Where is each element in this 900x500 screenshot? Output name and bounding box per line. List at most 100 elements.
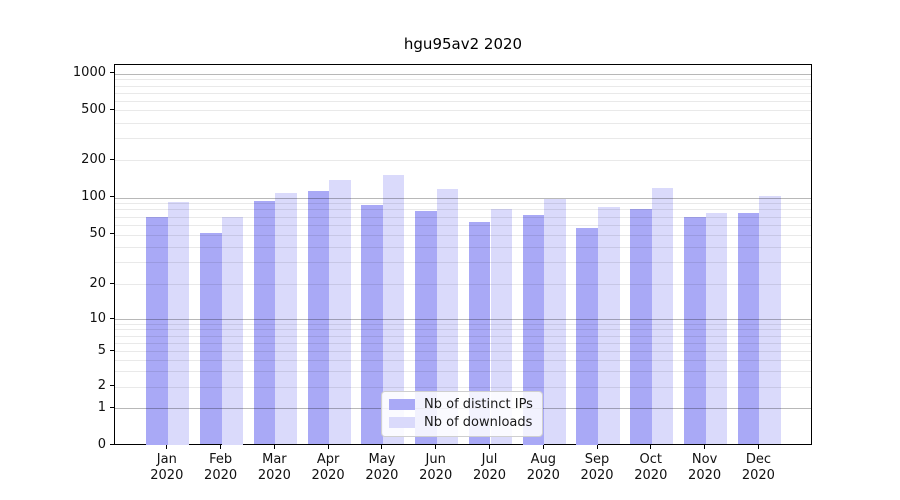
x-tick-label-apr: Apr 2020 xyxy=(300,452,356,483)
bar-distinct-ips-aug xyxy=(522,215,545,445)
gridline-minor-3 xyxy=(115,370,811,372)
bar-downloads-oct xyxy=(651,187,674,445)
gridline-minor-60 xyxy=(115,224,811,226)
x-tick-year: 2020 xyxy=(634,467,668,483)
x-tick-label-feb: Feb 2020 xyxy=(193,452,249,483)
bar-distinct-ips-jun xyxy=(415,210,437,445)
gridline-minor-50 xyxy=(115,234,811,236)
y-tickmark-50 xyxy=(110,233,114,234)
x-tickmark-sep xyxy=(596,444,598,449)
y-tick-label-100: 100 xyxy=(81,189,106,204)
legend-label-downloads: Nb of downloads xyxy=(424,415,533,430)
y-tickmark-2 xyxy=(110,385,114,386)
y-tickmark-5 xyxy=(110,349,114,351)
bar-distinct-ips-jul xyxy=(468,222,491,445)
y-tick-label-1: 1 xyxy=(97,399,106,415)
legend-item-distinct-ips: Nb of distinct IPs xyxy=(389,397,533,412)
bar-distinct-ips-mar xyxy=(253,200,276,445)
x-tick-year: 2020 xyxy=(365,467,399,483)
gridline-minor-500 xyxy=(115,110,811,112)
gridline-major-100 xyxy=(115,197,811,199)
x-tick-year: 2020 xyxy=(472,467,507,483)
gridline-minor-300 xyxy=(115,138,811,140)
x-tickmark-apr xyxy=(327,444,329,449)
x-tick-month: Jan xyxy=(156,452,177,467)
y-tick-label-10: 10 xyxy=(89,310,106,326)
x-tick-year: 2020 xyxy=(419,467,453,483)
x-tick-label-sep: Sep 2020 xyxy=(569,452,625,483)
x-tick-label-jun: Jun 2020 xyxy=(408,452,464,483)
x-tick-year: 2020 xyxy=(688,467,722,483)
y-tickmark-500 xyxy=(110,108,114,110)
gridline-minor-900 xyxy=(115,79,811,81)
bar-downloads-apr xyxy=(329,179,351,445)
x-tickmark-dec xyxy=(757,444,759,449)
gridline-minor-2 xyxy=(115,386,811,388)
bar-distinct-ips-may xyxy=(361,204,383,445)
x-tick-year: 2020 xyxy=(526,467,560,483)
bar-downloads-feb xyxy=(221,216,244,445)
gridline-minor-5 xyxy=(115,351,811,352)
x-tick-month: Jun xyxy=(425,452,446,467)
gridline-minor-8 xyxy=(115,329,811,331)
gridline-minor-800 xyxy=(115,85,811,87)
x-tick-month: Apr xyxy=(316,452,340,467)
legend: Nb of distinct IPs Nb of downloads xyxy=(381,391,543,437)
x-tickmark-may xyxy=(381,444,383,449)
bar-downloads-nov xyxy=(705,212,728,445)
x-tick-month: Jul xyxy=(481,452,498,467)
gridline-minor-90 xyxy=(115,203,811,205)
chart-title: hgu95av2 2020 xyxy=(403,35,523,53)
gridline-minor-7 xyxy=(115,335,811,337)
y-tick-label-2: 2 xyxy=(97,378,106,393)
x-tick-month: May xyxy=(368,452,396,467)
gridline-minor-600 xyxy=(115,100,811,102)
bar-distinct-ips-oct xyxy=(630,209,652,445)
x-tick-year: 2020 xyxy=(257,467,291,483)
x-tick-label-mar: Mar 2020 xyxy=(246,452,302,483)
gridline-minor-70 xyxy=(115,216,811,218)
x-tick-year: 2020 xyxy=(311,467,345,483)
gridline-minor-4 xyxy=(115,359,811,361)
y-tickmark-1 xyxy=(110,406,114,408)
x-tick-month: Dec xyxy=(745,452,771,467)
x-tick-label-jan: Jan 2020 xyxy=(139,452,195,483)
gridline-minor-30 xyxy=(115,262,811,264)
gridline-minor-700 xyxy=(115,92,811,94)
y-tick-label-200: 200 xyxy=(81,151,106,167)
bar-distinct-ips-sep xyxy=(576,227,598,445)
gridline-minor-9 xyxy=(115,323,811,325)
plot-area xyxy=(114,63,812,445)
bar-distinct-ips-nov xyxy=(684,217,706,445)
bar-downloads-jan xyxy=(167,202,190,445)
x-tick-label-may: May 2020 xyxy=(354,452,410,483)
y-tickmark-20 xyxy=(110,282,114,284)
bar-downloads-sep xyxy=(598,206,620,445)
legend-label-distinct-ips: Nb of distinct IPs xyxy=(424,397,533,412)
x-tick-month: Feb xyxy=(209,452,233,467)
bar-downloads-jun xyxy=(436,189,459,445)
y-tickmark-1000 xyxy=(110,72,114,74)
y-tick-label-50: 50 xyxy=(89,226,106,241)
x-tickmark-jun xyxy=(435,444,437,449)
x-tick-label-aug: Aug 2020 xyxy=(515,452,571,483)
bar-distinct-ips-dec xyxy=(737,212,760,445)
y-tickmark-0 xyxy=(110,444,114,445)
x-tickmark-jul xyxy=(489,444,490,449)
x-tick-label-dec: Dec 2020 xyxy=(730,452,786,483)
x-tickmark-jan xyxy=(166,444,168,449)
x-tick-year: 2020 xyxy=(204,467,238,483)
x-tick-month: Aug xyxy=(530,452,556,467)
x-tick-year: 2020 xyxy=(580,467,614,483)
bar-downloads-aug xyxy=(544,199,566,445)
x-tick-year: 2020 xyxy=(741,467,775,483)
y-tick-label-500: 500 xyxy=(81,101,106,117)
x-tick-month: Nov xyxy=(691,452,718,467)
x-tickmark-feb xyxy=(220,444,222,449)
gridline-minor-6 xyxy=(115,342,811,344)
legend-item-downloads: Nb of downloads xyxy=(389,415,533,430)
y-tickmark-10 xyxy=(110,317,114,319)
gridline-minor-400 xyxy=(115,122,811,124)
bar-downloads-dec xyxy=(759,195,781,445)
